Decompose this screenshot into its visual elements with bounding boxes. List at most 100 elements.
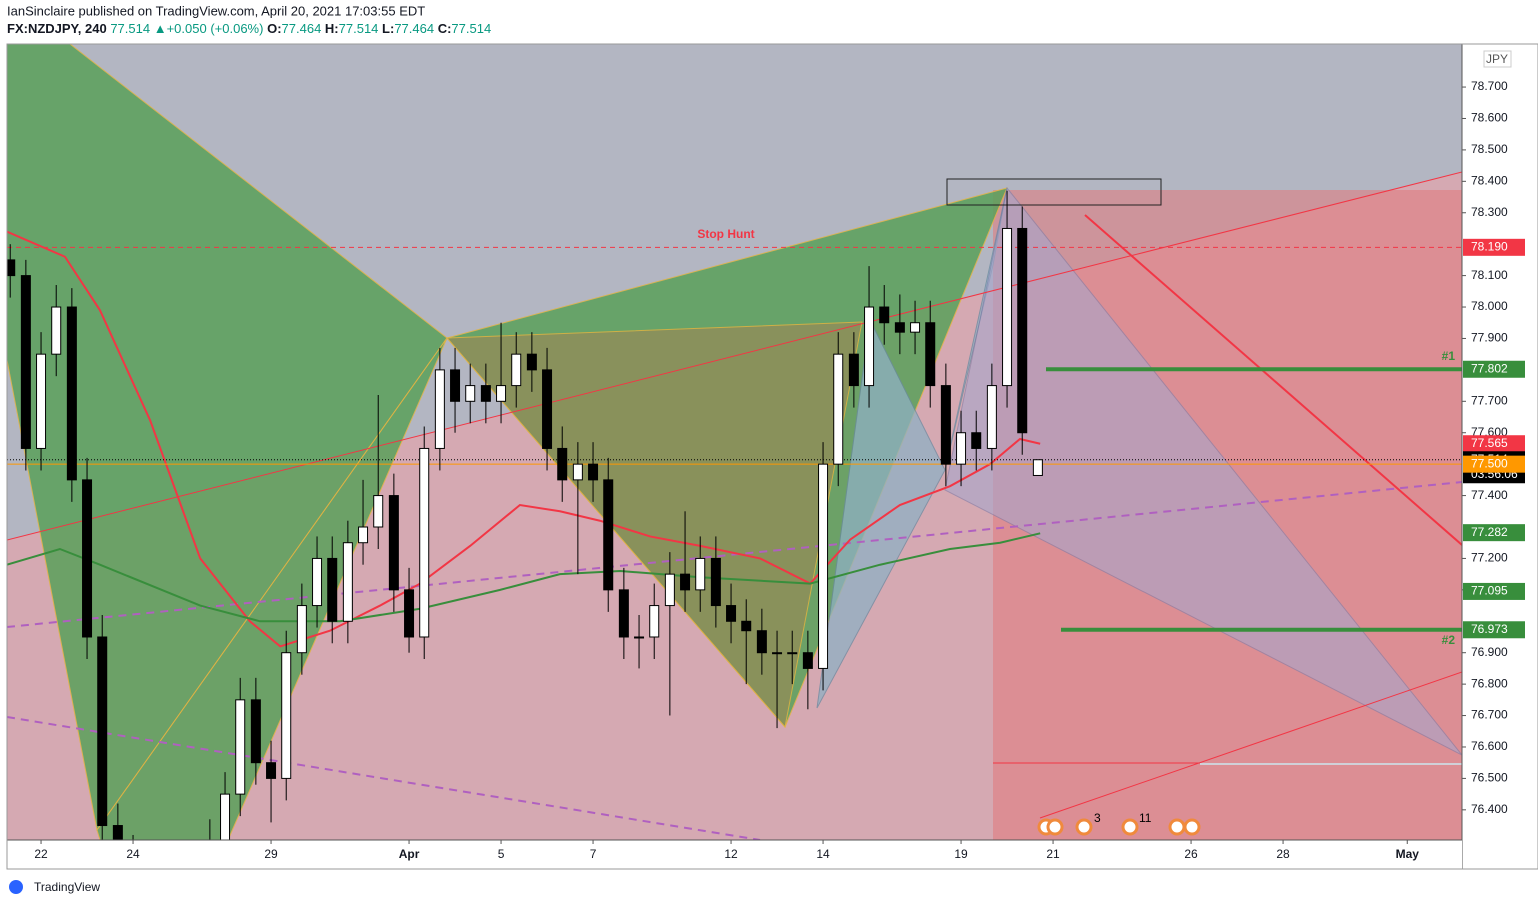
arrow: ▲ [154, 21, 167, 36]
event-badge: 11 [1139, 811, 1152, 825]
top-box [946, 178, 1162, 206]
candle-body [772, 652, 783, 655]
price-tag-label: 77.565 [1471, 436, 1508, 450]
candle-body [695, 557, 706, 591]
h: 77.514 [339, 21, 379, 36]
price-tag [1463, 238, 1525, 256]
event-icon [1121, 818, 1139, 836]
price-tag [1463, 621, 1525, 639]
x-tick-label: 26 [1184, 847, 1198, 861]
candle-body [971, 432, 982, 449]
candle-body [787, 652, 798, 655]
candle-body [250, 699, 261, 764]
price-tag-label: 77.802 [1471, 361, 1508, 375]
price-tag-label: 77.500 [1471, 456, 1508, 470]
projection-triangle [944, 186, 1462, 756]
candle-body [465, 385, 476, 402]
candle-body [281, 652, 292, 779]
y-tick-label: 76.900 [1471, 645, 1508, 659]
y-tick-label: 77.900 [1471, 331, 1508, 345]
price-tag [1463, 435, 1525, 453]
axis-labels: 76.40076.50076.60076.70076.80076.90077.1… [34, 79, 1525, 861]
symbol: FX:NZDJPY, 240 [7, 21, 107, 36]
candle-body [388, 495, 399, 591]
c: 77.514 [451, 21, 491, 36]
pattern-abc [96, 337, 448, 840]
price-tag-label: 77.282 [1471, 525, 1508, 539]
price-tag-label: 77.095 [1471, 584, 1508, 598]
x-tick-label: 5 [498, 847, 505, 861]
candle-body [572, 463, 583, 481]
candle-body [940, 385, 951, 465]
candle-body [618, 589, 629, 638]
target-1-label: #1 [1442, 349, 1456, 363]
x-tick-label: 19 [954, 847, 968, 861]
price-tag-label: 76.973 [1471, 622, 1508, 636]
moving-average [7, 532, 1041, 623]
l-label: L: [382, 21, 394, 36]
frame [6, 43, 1538, 870]
candle-body [925, 322, 936, 387]
o: 77.464 [282, 21, 322, 36]
stop-hunt-label: Stop Hunt [697, 227, 754, 241]
candle-body [910, 322, 921, 333]
candle-body [726, 605, 737, 622]
channel-bottom [1039, 671, 1462, 819]
candle-body [419, 447, 430, 638]
candle-body [756, 630, 767, 654]
x-tick-label: 28 [1276, 847, 1290, 861]
candle-body [480, 385, 491, 402]
x-tick-label: 22 [34, 847, 48, 861]
x-tick-label: 21 [1046, 847, 1060, 861]
y-tick-label: 77.200 [1471, 551, 1508, 565]
candle-body [266, 762, 277, 779]
trend-line [1084, 214, 1462, 546]
candle-body [511, 353, 522, 387]
candle-body [450, 369, 461, 402]
dashed-line-upper [7, 481, 1462, 628]
candle-body [312, 557, 323, 607]
drawings [7, 44, 1462, 840]
x-tick-label: Apr [399, 847, 420, 861]
candle-body [664, 573, 675, 607]
candle-body [634, 636, 645, 639]
x-tick-label: 24 [126, 847, 140, 861]
candle-body [358, 526, 369, 544]
series-layer [7, 190, 1462, 840]
moving-average [7, 230, 1041, 648]
x-tick-label: 7 [590, 847, 597, 861]
candle-body [20, 275, 31, 449]
event-badge: 3 [1094, 811, 1101, 825]
candle-body [879, 306, 890, 324]
y-tick-label: 78.400 [1471, 173, 1508, 187]
event-icon [1168, 818, 1186, 836]
y-tick-label: 76.700 [1471, 708, 1508, 722]
currency-box [1483, 50, 1512, 68]
candle-body [818, 463, 829, 669]
price-tag [1463, 455, 1525, 473]
candle-body [36, 353, 47, 449]
candle-body [434, 369, 445, 449]
candle-body [833, 353, 844, 465]
y-tick-label: 78.300 [1471, 205, 1508, 219]
l: 77.464 [394, 21, 434, 36]
h-label: H: [325, 21, 339, 36]
target-2-label: #2 [1442, 633, 1456, 647]
byline: IanSinclaire published on TradingView.co… [7, 3, 425, 18]
price-tag-label: 78.190 [1471, 239, 1508, 253]
c-label: C: [438, 21, 452, 36]
events: 3 11 [1037, 811, 1201, 836]
y-tick-label: 78.500 [1471, 142, 1508, 156]
channel-top [7, 171, 1462, 541]
candle-body [51, 306, 62, 355]
price-tag [1463, 582, 1525, 600]
candle-body [327, 557, 338, 622]
candle-body [680, 573, 691, 591]
logo-mark [9, 880, 23, 894]
price-tag [1463, 524, 1525, 542]
dashed-line-lower [7, 716, 761, 840]
y-tick-label: 77.700 [1471, 393, 1508, 407]
currency: JPY [1486, 52, 1508, 66]
candle-body [526, 353, 537, 371]
